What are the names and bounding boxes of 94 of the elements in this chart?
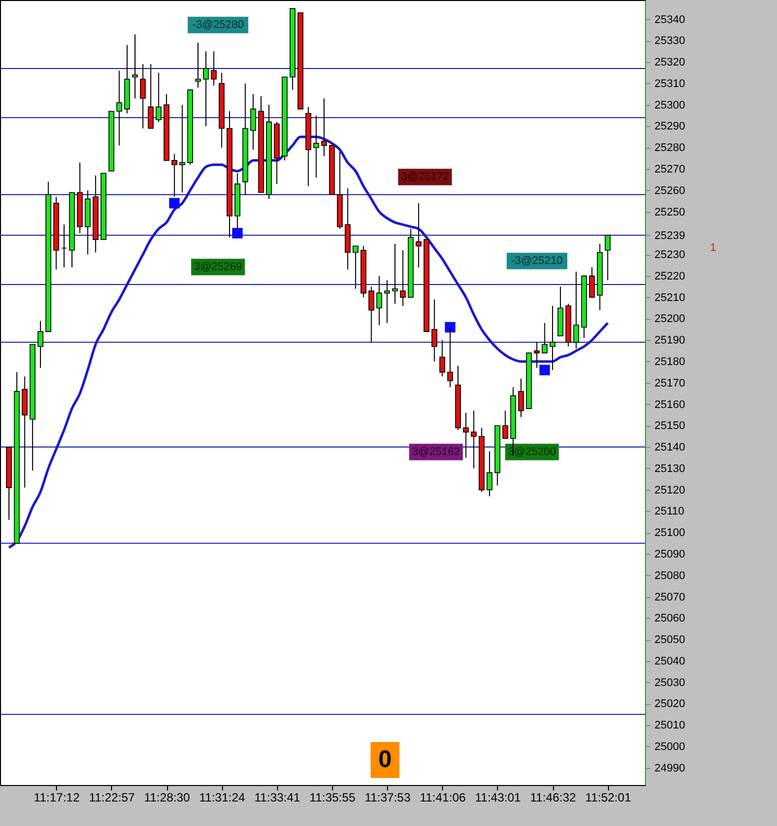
y-tick-label: 25220 xyxy=(654,270,686,282)
candlestick xyxy=(470,410,477,469)
y-tick-label: 25310 xyxy=(654,78,686,90)
candlestick xyxy=(392,243,398,304)
candlestick xyxy=(38,320,44,368)
y-tick-label: 25300 xyxy=(654,99,686,112)
candlestick xyxy=(195,42,201,88)
y-tick-label: 25239 xyxy=(654,230,686,242)
candlestick xyxy=(140,64,146,129)
candlestick xyxy=(518,378,524,418)
candlestick xyxy=(203,50,209,127)
candlestick xyxy=(431,298,438,362)
y-tick-label: 25040 xyxy=(654,655,686,668)
candlestick xyxy=(439,340,446,377)
x-tick-label: 11:28:30 xyxy=(144,790,190,804)
candlestick xyxy=(116,70,122,146)
y-tick-label: 25330 xyxy=(654,35,686,48)
candlestick xyxy=(550,305,556,371)
x-tick-label: 11:41:06 xyxy=(420,790,466,804)
x-tick-label: 11:33:41 xyxy=(254,790,301,804)
annotation: 3@25269 xyxy=(194,261,242,273)
text: 1 xyxy=(710,242,716,254)
candlestick xyxy=(156,72,162,122)
candlestick xyxy=(462,412,469,458)
candlestick xyxy=(148,64,154,129)
y-tick-label: 24990 xyxy=(654,762,686,774)
y-tick-label: 25030 xyxy=(654,676,686,689)
annotation: 3@25162 xyxy=(412,446,460,458)
y-tick-label: 25120 xyxy=(654,484,686,496)
y-tick-label: 25080 xyxy=(654,570,686,582)
y-tick-label: 25070 xyxy=(654,591,686,604)
y-tick-label: 25140 xyxy=(654,442,686,454)
y-tick-label: 25090 xyxy=(654,548,686,560)
y-tick-label: 25290 xyxy=(654,120,686,133)
annotation: 0 xyxy=(378,746,392,773)
y-tick-label: 25260 xyxy=(654,184,686,197)
x-tick-label: 11:35:55 xyxy=(310,790,356,804)
candlestick xyxy=(384,280,390,324)
candlestick xyxy=(132,34,138,99)
x-tick-label: 11:46:32 xyxy=(530,790,576,804)
annotation: 3@25172 xyxy=(401,171,449,183)
point xyxy=(232,228,243,238)
candlestick xyxy=(250,94,256,150)
candlestick xyxy=(589,266,595,298)
candlestick xyxy=(352,245,358,290)
annotation: -3@25210 xyxy=(511,255,563,267)
candlestick xyxy=(502,410,508,439)
y-tick-label: 25100 xyxy=(654,527,686,540)
y-tick-label: 25340 xyxy=(654,14,686,26)
y-tick-label: 25130 xyxy=(654,462,686,475)
candlestick xyxy=(573,271,580,350)
candlestick xyxy=(416,202,422,268)
x-tick-label: 11:37:53 xyxy=(364,790,411,804)
candlestick xyxy=(534,342,540,368)
candlestick xyxy=(61,224,67,268)
candlestick xyxy=(368,286,374,343)
y-tick-label: 25250 xyxy=(654,206,686,218)
x-tick-label: 11:43:01 xyxy=(474,790,522,804)
candlestick xyxy=(171,154,178,198)
y-tick-label: 25060 xyxy=(654,612,686,625)
y-tick-label: 25230 xyxy=(654,249,686,262)
candlestick xyxy=(604,234,611,281)
candlestick xyxy=(542,322,548,354)
y-tick-label: 25280 xyxy=(654,142,686,154)
x-tick-label: 11:31:24 xyxy=(199,790,246,804)
y-tick-label: 25320 xyxy=(654,56,686,69)
point xyxy=(169,198,180,208)
y-tick-label: 25200 xyxy=(654,313,686,326)
y-tick-label: 25190 xyxy=(654,334,686,347)
candlestick xyxy=(210,50,217,86)
y-tick-label: 25010 xyxy=(654,720,686,732)
x-tick-label: 11:22:57 xyxy=(88,790,136,804)
y-tick-label: 25020 xyxy=(654,698,686,710)
y-tick-label: 25180 xyxy=(654,356,686,368)
y-tick-label: 25150 xyxy=(654,420,686,432)
y-tick-label: 25110 xyxy=(654,506,684,518)
y-tick-label: 25210 xyxy=(654,292,686,304)
candlestick xyxy=(447,326,454,388)
x-tick-label: 11:17:12 xyxy=(34,790,80,804)
candlestick xyxy=(400,250,406,306)
y-tick-label: 25160 xyxy=(654,398,686,411)
candlestick xyxy=(179,104,186,194)
x-tick-label: 11:52:01 xyxy=(585,790,632,804)
point xyxy=(539,364,550,376)
y-tick-label: 25270 xyxy=(654,163,686,176)
candlestick xyxy=(321,98,327,157)
y-tick-label: 25170 xyxy=(654,377,686,390)
candlestick xyxy=(313,115,320,178)
candlestick xyxy=(376,275,382,326)
y-tick-label: 25050 xyxy=(654,634,686,646)
point xyxy=(444,322,456,333)
y-tick-label: 25000 xyxy=(654,741,686,753)
candlestick xyxy=(486,450,492,497)
annotation: -3@25280 xyxy=(192,19,244,31)
